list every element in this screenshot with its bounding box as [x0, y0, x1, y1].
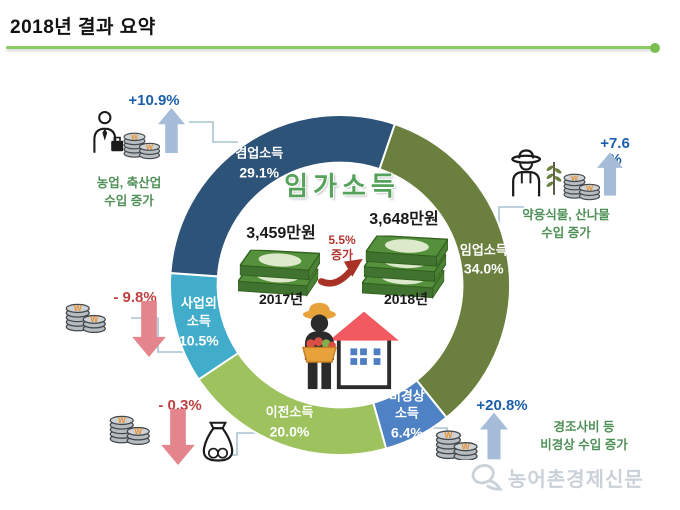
annotation-nonbusiness-income: - 9.8% [62, 288, 182, 368]
year-2018-label: 2018년 [383, 291, 429, 307]
percent-change-nonrecurring: +20.8% [476, 397, 528, 414]
chart-center-title: 임가소득 [284, 171, 400, 201]
annotation-farm-income: +10.9% 농업, 축산업 수입 증가 [84, 92, 204, 222]
arrow-up-icon [480, 412, 508, 460]
connector-farm [189, 121, 238, 143]
value-2017: 3,459만원 [246, 225, 316, 242]
annotation-nonrecurring-income: +20.8% 경조사비 등 비경상 수입 증가 [432, 396, 652, 468]
coins-icon [108, 405, 152, 445]
title-underline [6, 43, 660, 53]
donut-segment-4 [169, 114, 397, 278]
money-bag-icon [198, 420, 238, 466]
coins-icon [122, 122, 162, 160]
arrow-down-icon [157, 409, 199, 465]
underline-end-dot [650, 43, 660, 53]
donut-segment-0 [378, 122, 511, 419]
change-percent-label: 5.5% 증가 [328, 233, 356, 262]
page-title: 2018년 결과 요약 [10, 17, 156, 38]
watermark-text: 농어촌경제신문 [508, 468, 644, 491]
value-2018: 3,648만원 [369, 211, 439, 228]
plant-icon [546, 158, 562, 198]
increase-curved-arrow-icon [318, 256, 366, 288]
annotation-caption-forest: 약용식물, 산나물 수입 증가 [522, 208, 610, 241]
annotation-caption-farm: 농업, 축산업 수입 증가 [96, 176, 162, 209]
businessman-icon [92, 108, 124, 156]
farmer-house-illustration [292, 300, 404, 392]
coins-icon [562, 163, 602, 201]
percent-change-farm: +10.9% [128, 92, 180, 109]
arrow-up-icon [158, 107, 185, 154]
connector-forest [498, 206, 524, 226]
annotation-forestry-income: +7.6 % 약용식물, 산나물 수입 증가 [505, 136, 660, 246]
year-2017-label: 2017년 [258, 291, 304, 307]
annotation-transfer-income: - 0.3% [105, 396, 245, 476]
annotation-caption-nonrecurring: 경조사비 등 비경상 수입 증가 [540, 420, 628, 453]
fish-logo-icon [470, 462, 502, 492]
watermark: 농어촌경제신문 [470, 462, 644, 492]
arrow-up-icon [597, 149, 623, 199]
farmer-icon [508, 148, 546, 198]
arrow-down-icon [128, 301, 170, 357]
coins-icon [64, 293, 108, 333]
coins-icon [434, 420, 480, 460]
